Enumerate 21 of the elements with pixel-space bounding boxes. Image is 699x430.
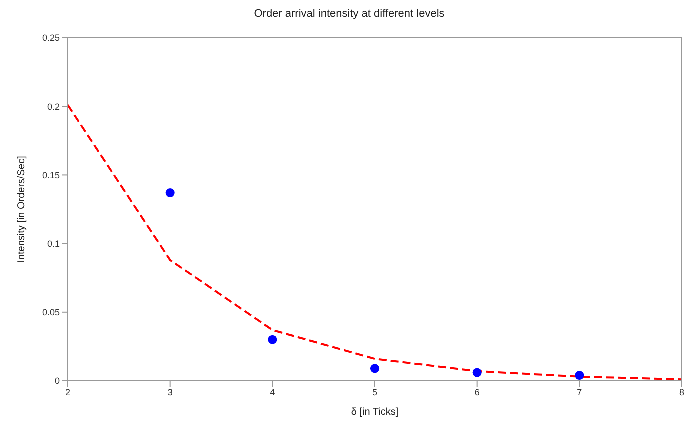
x-tick-label: 5 [372, 387, 378, 398]
y-tick-label: 0.1 [47, 238, 60, 249]
x-tick-label: 2 [65, 387, 71, 398]
x-tick-label: 8 [679, 387, 685, 398]
x-axis-title: δ [in Ticks] [351, 407, 399, 418]
x-tick-label: 4 [270, 387, 276, 398]
point [472, 368, 482, 378]
x-tick-label: 3 [168, 387, 173, 398]
y-tick-label: 0.05 [42, 308, 60, 318]
x-tick-label: 7 [577, 387, 582, 398]
point [575, 371, 584, 380]
y-axis-title: Intensity [in Orders/Sec] [16, 156, 28, 263]
x-tick-label: 6 [474, 387, 480, 398]
chart-title: Order arrival intensity at different levels [253, 8, 446, 20]
y-tick-label: 0 [54, 376, 60, 386]
y-tick-label: 0.2 [47, 102, 60, 112]
point [370, 364, 380, 374]
point [268, 335, 278, 344]
y-tick-label: 0.15 [42, 170, 60, 180]
point [166, 188, 175, 198]
y-tick-label: 0.25 [42, 33, 60, 44]
